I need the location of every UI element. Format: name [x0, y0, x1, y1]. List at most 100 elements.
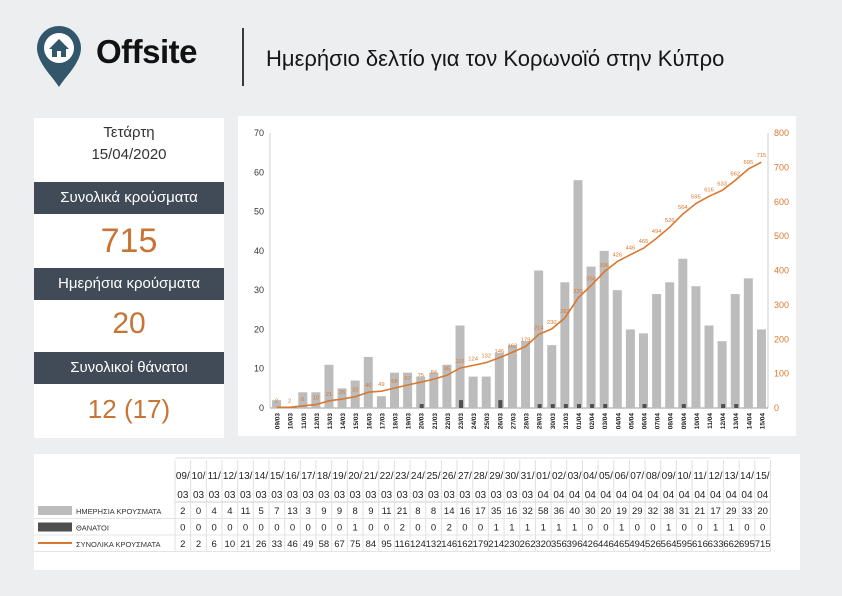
table-date-header: 09/ — [662, 471, 676, 482]
table-cell: 426 — [582, 539, 598, 550]
table-cell: 6 — [212, 539, 217, 550]
total-cases-data-label: 162 — [508, 343, 518, 349]
x-tick-label: 14/04 — [746, 413, 753, 430]
table-cell: 19 — [616, 506, 627, 517]
table-cell: 2 — [180, 506, 185, 517]
table-cell: 2 — [447, 523, 452, 534]
x-tick-label: 11/04 — [707, 413, 714, 429]
table-cell: 13 — [287, 506, 298, 517]
table-cell: 8 — [353, 506, 358, 517]
deaths-bar — [681, 404, 686, 408]
page-title: Ημερήσιο δελτίο για τον Κορωνοϊό στην Κύ… — [266, 46, 725, 71]
x-tick-label: 18/03 — [393, 413, 400, 430]
x-tick-label: 10/04 — [694, 413, 701, 430]
table-cell: 0 — [196, 506, 201, 517]
table-date-header: 01/ — [536, 471, 550, 482]
total-cases-data-label: 6 — [301, 397, 304, 403]
table-cell: 396 — [567, 539, 583, 550]
table-date-header: 03 — [397, 490, 409, 501]
daily-cases-bar — [311, 392, 321, 408]
table-cell: 4 — [212, 506, 217, 517]
daily-cases-bar — [665, 282, 675, 408]
x-tick-label: 03/04 — [602, 413, 609, 430]
summary-date: 15/04/2020 — [91, 146, 167, 163]
x-tick-label: 17/03 — [379, 413, 386, 430]
daily-cases-bar — [639, 333, 648, 408]
total-cases-data-label: 695 — [744, 160, 754, 166]
table-cell: 1 — [666, 523, 671, 534]
table-cell: 179 — [473, 539, 489, 550]
y-tick-label-left: 30 — [254, 285, 264, 295]
total-cases-data-label: 2 — [288, 398, 291, 404]
daily-cases-bar — [429, 372, 439, 408]
total-cases-data-label: 426 — [612, 253, 622, 259]
table-date-header: 20/ — [348, 471, 362, 482]
table-cell: 0 — [274, 523, 279, 534]
table-date-header: 04 — [569, 490, 581, 501]
table-date-header: 15/ — [756, 471, 770, 482]
table-date-header: 04 — [616, 490, 628, 501]
table-cell: 40 — [569, 506, 580, 517]
table-cell: 0 — [306, 523, 311, 534]
x-tick-label: 13/04 — [733, 413, 740, 430]
table-cell: 162 — [457, 539, 473, 550]
daily-cases-bar — [599, 250, 609, 408]
table-cell: 356 — [551, 539, 567, 550]
total-cases-data-label: 494 — [652, 229, 662, 235]
daily-cases-bar — [337, 388, 347, 408]
daily-cases-value: 20 — [112, 307, 146, 340]
table-cell: 116 — [395, 539, 410, 550]
table-cell: 0 — [180, 523, 185, 534]
table-cell: 10 — [225, 539, 236, 550]
table-date-header: 13/ — [239, 471, 253, 482]
x-tick-label: 09/04 — [681, 413, 688, 430]
table-cell: 17 — [475, 506, 486, 517]
table-date-header: 04 — [632, 490, 644, 501]
table-date-header: 04 — [757, 490, 769, 501]
table-cell: 633 — [708, 539, 724, 550]
table-cell: 0 — [697, 523, 702, 534]
table-cell: 30 — [585, 506, 596, 517]
x-tick-label: 19/03 — [406, 413, 413, 430]
x-tick-label: 27/03 — [510, 413, 517, 430]
total-cases-data-label: 21 — [326, 392, 332, 398]
total-cases-data-label: 662 — [730, 171, 740, 177]
table-date-header: 15/ — [270, 471, 284, 482]
table-cell: 0 — [337, 523, 342, 534]
daily-cases-bar — [416, 376, 426, 408]
table-cell: 0 — [227, 523, 232, 534]
table-date-header: 27/ — [458, 471, 472, 482]
deaths-bar — [576, 404, 581, 408]
header: Offsite Ημερήσιο δελτίο για τον Κορωνοϊό… — [0, 0, 842, 100]
table-cell: 14 — [444, 506, 455, 517]
daily-cases-bar — [324, 364, 334, 408]
table-date-header: 10/ — [677, 471, 691, 482]
daily-cases-bar — [298, 392, 308, 408]
x-tick-label: 07/04 — [655, 413, 662, 430]
deaths-bar — [498, 400, 503, 408]
total-cases-data-label: 446 — [626, 246, 636, 252]
table-cell: 26 — [256, 539, 267, 550]
total-deaths-label: Συνολικοί θάνατοι — [34, 352, 224, 384]
table-date-header: 03 — [303, 490, 315, 501]
table-date-header: 12/ — [223, 471, 237, 482]
table-cell: 494 — [629, 539, 645, 550]
daily-cases-bar — [560, 282, 570, 408]
table-cell: 0 — [462, 523, 467, 534]
table-date-header: 03 — [459, 490, 471, 501]
daily-cases-bar — [612, 290, 622, 408]
table-cell: 11 — [241, 506, 251, 517]
x-tick-label: 10/03 — [288, 413, 295, 430]
deaths-bar — [537, 404, 542, 408]
summary-panel: Τετάρτη 15/04/2020 Συνολικά κρούσματα 71… — [34, 118, 224, 438]
total-cases-data-label: 356 — [586, 277, 596, 283]
table-date-header: 04 — [663, 490, 675, 501]
table-cell: 9 — [337, 506, 342, 517]
table-cell: 32 — [522, 506, 533, 517]
table-row-label: ΗΜΕΡΗΣΙΑ ΚΡΟΥΣΜΑΤΑ — [76, 507, 161, 516]
total-cases-data-label: 95 — [444, 366, 450, 372]
total-cases-line — [276, 161, 762, 409]
x-tick-label: 01/04 — [576, 413, 583, 430]
table-cell: 20 — [757, 506, 768, 517]
table-cell: 29 — [632, 506, 643, 517]
